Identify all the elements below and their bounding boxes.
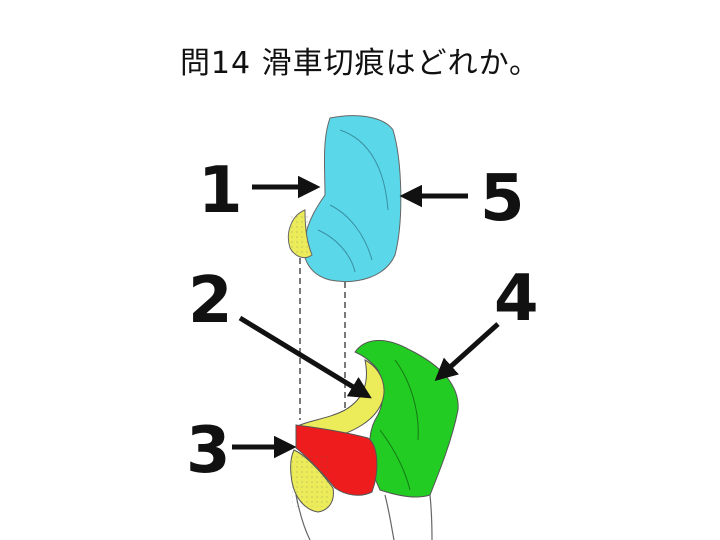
upper-bone: [287, 115, 402, 283]
label-5: 5: [480, 162, 525, 236]
label-4: 4: [494, 262, 539, 336]
label-1: 1: [198, 154, 243, 228]
shaft-outline: [295, 494, 433, 540]
arrow-4: [434, 322, 500, 382]
label-2: 2: [188, 264, 233, 338]
lower-bone: [290, 339, 459, 540]
question-title: 問14 滑車切痕はどれか。: [179, 46, 541, 81]
label-3: 3: [186, 414, 231, 488]
region-2-yellow: [299, 359, 385, 439]
arrow-2: [238, 315, 372, 399]
region-1-blue: [303, 115, 402, 283]
